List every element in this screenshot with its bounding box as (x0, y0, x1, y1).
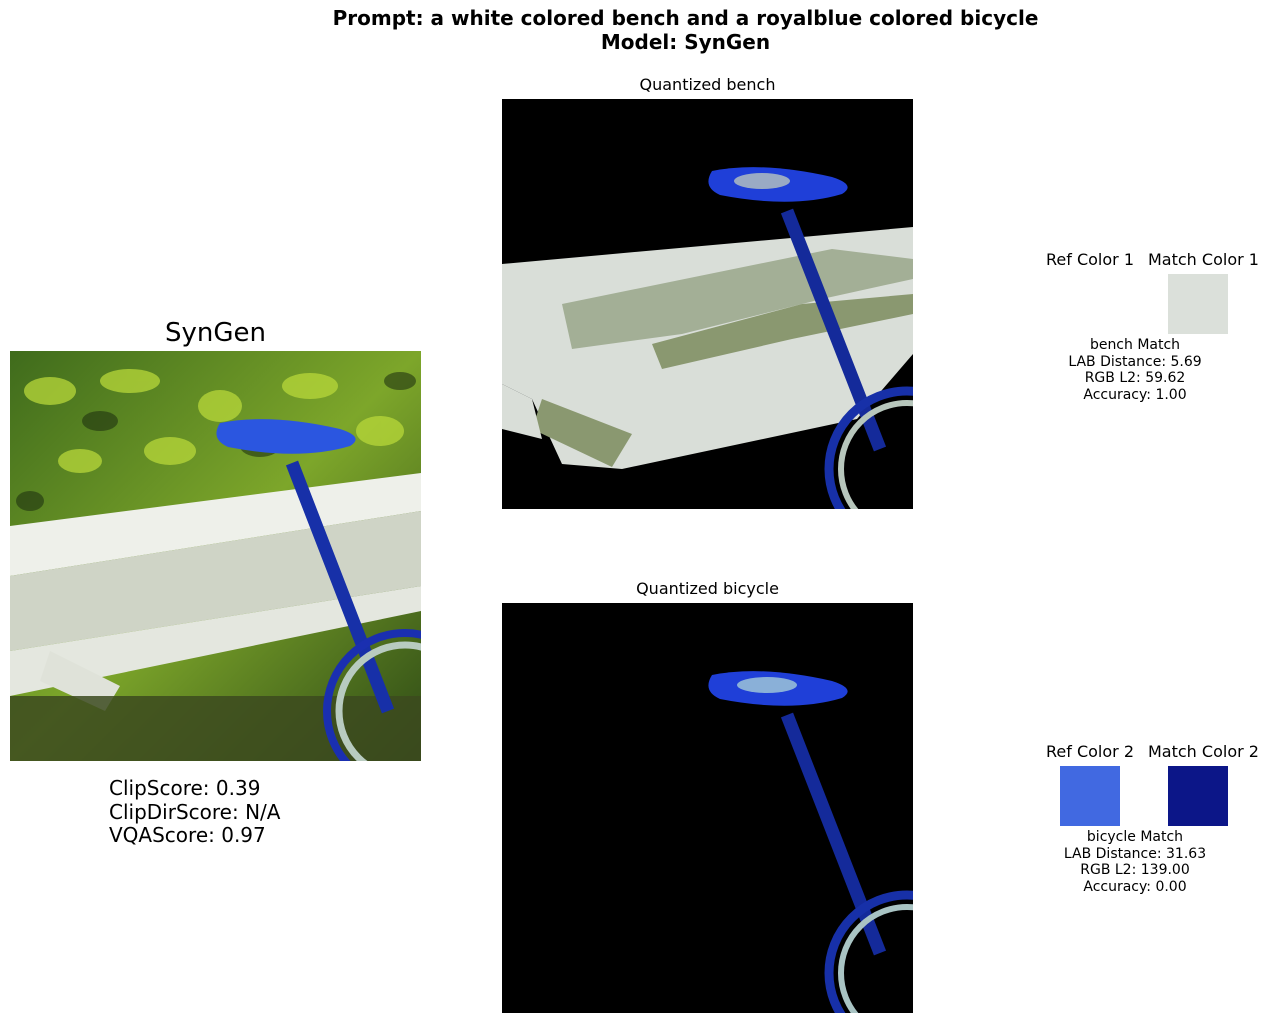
match-color-2-label: Match Color 2 (1148, 742, 1259, 761)
match-1-info: bench Match LAB Distance: 5.69 RGB L2: 5… (1035, 337, 1235, 403)
match-2-rgb-l2: RGB L2: 139.00 (1080, 862, 1190, 878)
clip-score: ClipScore: 0.39 (109, 776, 261, 800)
clipdir-score: ClipDirScore: N/A (109, 799, 281, 824)
match-2-lab-distance: LAB Distance: 31.63 (1063, 845, 1207, 862)
figure-header: Prompt: a white colored bench and a roya… (0, 6, 1265, 54)
match-2-accuracy: Accuracy: 0.00 (1083, 878, 1187, 895)
match-color-2-swatch (1168, 766, 1228, 826)
match-2-info: bicycle Match LAB Distance: 31.63 RGB L2… (1035, 829, 1235, 895)
match-color-1-label: Match Color 1 (1148, 250, 1259, 269)
generated-image (10, 351, 421, 761)
quantized-bench-title: Quantized bench (639, 75, 776, 94)
ref-color-1-swatch (1060, 274, 1120, 334)
vqa-score: VQAScore: 0.97 (109, 823, 266, 847)
quantized-bench-image (502, 99, 913, 509)
match-1-name: bench Match (1089, 337, 1181, 353)
ref-color-2-label: Ref Color 2 (1046, 742, 1134, 761)
generated-image-title: SynGen (165, 318, 266, 348)
prompt-title: Prompt: a white colored bench and a roya… (332, 6, 1039, 30)
match-1-lab-distance: LAB Distance: 5.69 (1068, 353, 1202, 370)
quantized-bicycle-title: Quantized bicycle (636, 579, 779, 598)
match-color-1-swatch (1168, 274, 1228, 334)
quantized-bicycle-image (502, 603, 913, 1013)
model-title: Model: SynGen (600, 30, 771, 54)
match-2-name: bicycle Match (1086, 829, 1184, 845)
ref-color-1-label: Ref Color 1 (1046, 250, 1134, 269)
match-1-accuracy: Accuracy: 1.00 (1083, 386, 1187, 403)
match-1-rgb-l2: RGB L2: 59.62 (1084, 370, 1186, 386)
scores-block: ClipScore: 0.39 ClipDirScore: N/A VQASco… (109, 776, 281, 848)
ref-color-2-swatch (1060, 766, 1120, 826)
